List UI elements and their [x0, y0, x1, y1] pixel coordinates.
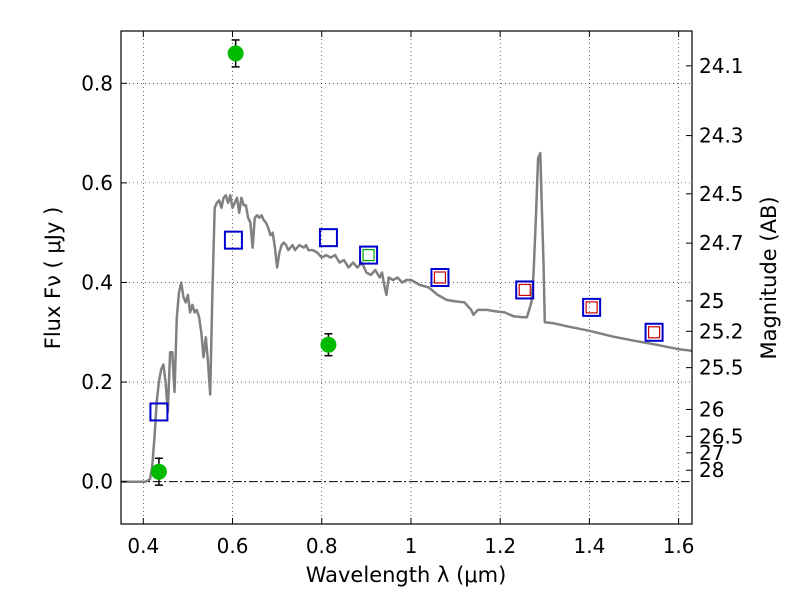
x-tick-label: 0.6 — [217, 534, 249, 558]
blue-square-marker — [149, 402, 169, 422]
blue-square-marker — [359, 245, 379, 265]
y-tick-label: 0.6 — [81, 171, 113, 195]
red-inner-square-marker — [518, 283, 531, 297]
y-tick-label: 0.8 — [81, 71, 113, 95]
grid-lines — [121, 31, 692, 524]
plot-frame — [120, 30, 693, 525]
blue-square-marker — [223, 230, 243, 250]
x-tick-label: 0.4 — [127, 534, 159, 558]
x-axis-ticks: 0.4 0.6 0.8 1 1.2 1.4 1.6 — [127, 31, 695, 558]
x-tick-label: 1.2 — [484, 534, 516, 558]
magnitude-tick-label: 24.7 — [699, 231, 744, 255]
magnitude-tick-label: 24.1 — [699, 54, 744, 78]
green-inner-square-marker — [362, 248, 375, 262]
magnitude-tick-label: 27 — [699, 441, 724, 465]
magnitude-tick-label: 24.5 — [699, 182, 744, 206]
blue-square-marker — [582, 297, 602, 317]
magnitude-tick-label: 24.3 — [699, 124, 744, 148]
x-tick-label: 0.8 — [306, 534, 338, 558]
green-circle-marker — [320, 336, 337, 353]
blue-square-marker — [515, 280, 535, 300]
blue-square-marker — [644, 322, 664, 342]
green-circle-marker — [227, 45, 244, 62]
y-axis-label: Flux Fν ( μJy ) — [41, 207, 65, 350]
green-circle-marker — [150, 463, 167, 480]
blue-square-marker — [430, 268, 450, 287]
red-inner-square-marker — [433, 271, 447, 284]
x-axis-label: Wavelength λ (μm) — [306, 563, 507, 587]
magnitude-tick-label: 26 — [699, 397, 724, 421]
magnitude-tick-label: 25 — [699, 289, 724, 313]
y-tick-label: 0.4 — [81, 270, 113, 294]
x-tick-label: 1 — [405, 534, 418, 558]
blue-square-marker — [318, 228, 338, 248]
red-inner-square-marker — [585, 301, 598, 314]
x-tick-label: 1.6 — [663, 534, 695, 558]
model-sed-line — [121, 151, 693, 483]
red-inner-square-marker — [647, 326, 661, 339]
magnitude-tick-label: 28 — [699, 458, 724, 482]
y-tick-label: 0.2 — [81, 370, 113, 394]
magnitude-tick-label: 25.2 — [699, 319, 744, 343]
y-tick-label: 0.0 — [81, 470, 113, 494]
magnitude-tick-label: 26.5 — [699, 424, 744, 448]
magnitude-axis-label: Magnitude (AB) — [757, 196, 781, 359]
data-markers — [149, 39, 664, 486]
magnitude-tick-label: 25.5 — [699, 356, 744, 380]
y-axis-ticks: 0.0 0.2 0.4 0.6 0.8 — [81, 71, 127, 494]
x-tick-label: 1.4 — [573, 534, 605, 558]
